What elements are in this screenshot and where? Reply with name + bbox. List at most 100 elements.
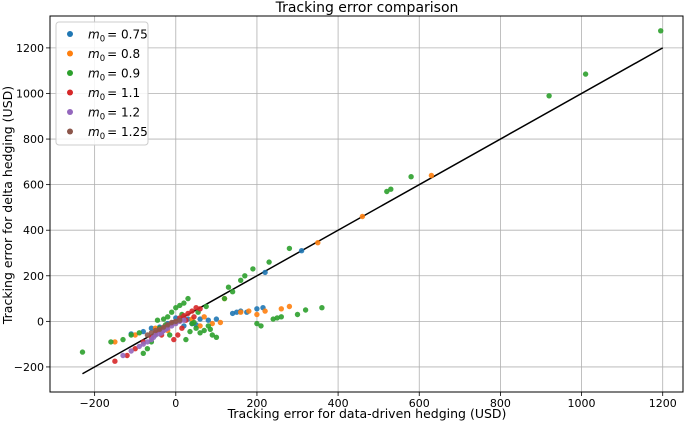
data-point xyxy=(359,213,366,220)
data-point xyxy=(193,325,199,331)
data-point xyxy=(197,316,203,322)
data-point xyxy=(128,348,134,354)
data-point xyxy=(319,305,325,311)
data-point xyxy=(302,307,309,313)
data-point xyxy=(242,273,248,279)
data-point xyxy=(582,71,589,77)
data-point xyxy=(132,346,138,352)
data-point xyxy=(238,309,244,315)
data-point xyxy=(254,311,260,318)
data-point xyxy=(175,332,181,338)
data-point xyxy=(205,317,211,323)
data-point xyxy=(160,324,167,330)
data-point xyxy=(132,332,138,338)
data-point xyxy=(201,314,207,320)
legend-marker xyxy=(67,70,73,76)
data-point xyxy=(183,336,189,343)
data-point xyxy=(238,277,244,283)
data-point xyxy=(217,319,224,326)
data-point xyxy=(286,245,293,252)
data-point xyxy=(173,305,179,311)
data-point xyxy=(148,325,155,331)
data-point xyxy=(136,343,142,350)
data-point xyxy=(187,328,193,335)
x-tick-label: −200 xyxy=(80,397,110,410)
data-point xyxy=(246,308,252,314)
y-axis-label: Tracking error for delta hedging (USD) xyxy=(0,86,15,325)
data-point xyxy=(546,93,552,99)
data-point xyxy=(254,320,260,327)
data-point xyxy=(79,349,86,355)
data-point xyxy=(254,306,260,312)
series-2 xyxy=(79,28,664,356)
plot-frame xyxy=(49,15,684,393)
data-point xyxy=(165,314,171,320)
data-point xyxy=(124,352,130,359)
data-point xyxy=(274,315,280,321)
x-tick-label: 800 xyxy=(490,397,511,410)
legend-label: m0 = 0.9 xyxy=(88,67,140,84)
x-tick-label: 0 xyxy=(172,397,179,410)
data-point xyxy=(185,295,191,302)
data-point xyxy=(229,310,236,317)
legend-label: m0 = 1.25 xyxy=(88,125,148,142)
data-point xyxy=(221,295,228,302)
legend-label: m0 = 1.1 xyxy=(88,86,140,103)
y-tick-label: 600 xyxy=(23,179,44,192)
data-point xyxy=(169,309,175,315)
y-tick-label: −200 xyxy=(14,361,44,374)
y-tick-label: 0 xyxy=(37,315,44,328)
data-point xyxy=(315,240,321,246)
data-points xyxy=(79,28,664,364)
data-point xyxy=(169,319,175,326)
x-tick-label: 1200 xyxy=(649,397,677,410)
data-point xyxy=(189,308,195,314)
data-point xyxy=(181,317,187,323)
data-point xyxy=(428,172,435,179)
legend-marker xyxy=(67,89,73,96)
legend-label: m0 = 0.8 xyxy=(88,47,140,64)
data-point xyxy=(140,350,146,356)
data-point xyxy=(160,316,167,322)
legend-marker xyxy=(67,50,73,57)
legend-label: m0 = 0.75 xyxy=(88,28,148,45)
data-point xyxy=(258,323,264,329)
x-axis-label: Tracking error for data-driven hedging (… xyxy=(227,406,507,421)
data-point xyxy=(181,300,187,306)
data-point xyxy=(213,334,220,340)
data-point xyxy=(278,306,284,312)
data-point xyxy=(203,303,209,310)
data-point xyxy=(152,327,159,334)
data-point xyxy=(136,330,142,336)
data-point xyxy=(156,326,163,332)
data-point xyxy=(177,302,183,309)
data-point xyxy=(298,248,305,254)
chart-title: Tracking error comparison xyxy=(275,0,459,16)
data-point xyxy=(148,330,155,336)
data-point xyxy=(294,311,301,318)
data-point xyxy=(278,314,284,320)
data-point xyxy=(229,289,236,295)
data-point xyxy=(213,316,220,322)
x-tick-label: 600 xyxy=(409,397,430,410)
data-point xyxy=(165,322,171,328)
legend-label: m0 = 1.2 xyxy=(88,106,140,123)
data-point xyxy=(286,303,293,310)
legend-box xyxy=(55,21,149,146)
grid xyxy=(50,16,683,392)
y-tick-label: 1200 xyxy=(16,42,44,55)
data-point xyxy=(167,332,173,338)
data-point xyxy=(144,346,151,352)
legend-marker xyxy=(67,128,73,135)
data-point xyxy=(266,259,272,265)
data-point xyxy=(262,308,268,314)
data-point xyxy=(154,317,161,323)
data-point xyxy=(171,336,177,343)
legend-marker xyxy=(67,31,73,37)
data-point xyxy=(191,319,197,326)
data-point xyxy=(108,339,114,345)
x-tick-label: 400 xyxy=(328,397,349,410)
data-point xyxy=(384,188,390,195)
x-tick-label: 200 xyxy=(246,397,267,410)
